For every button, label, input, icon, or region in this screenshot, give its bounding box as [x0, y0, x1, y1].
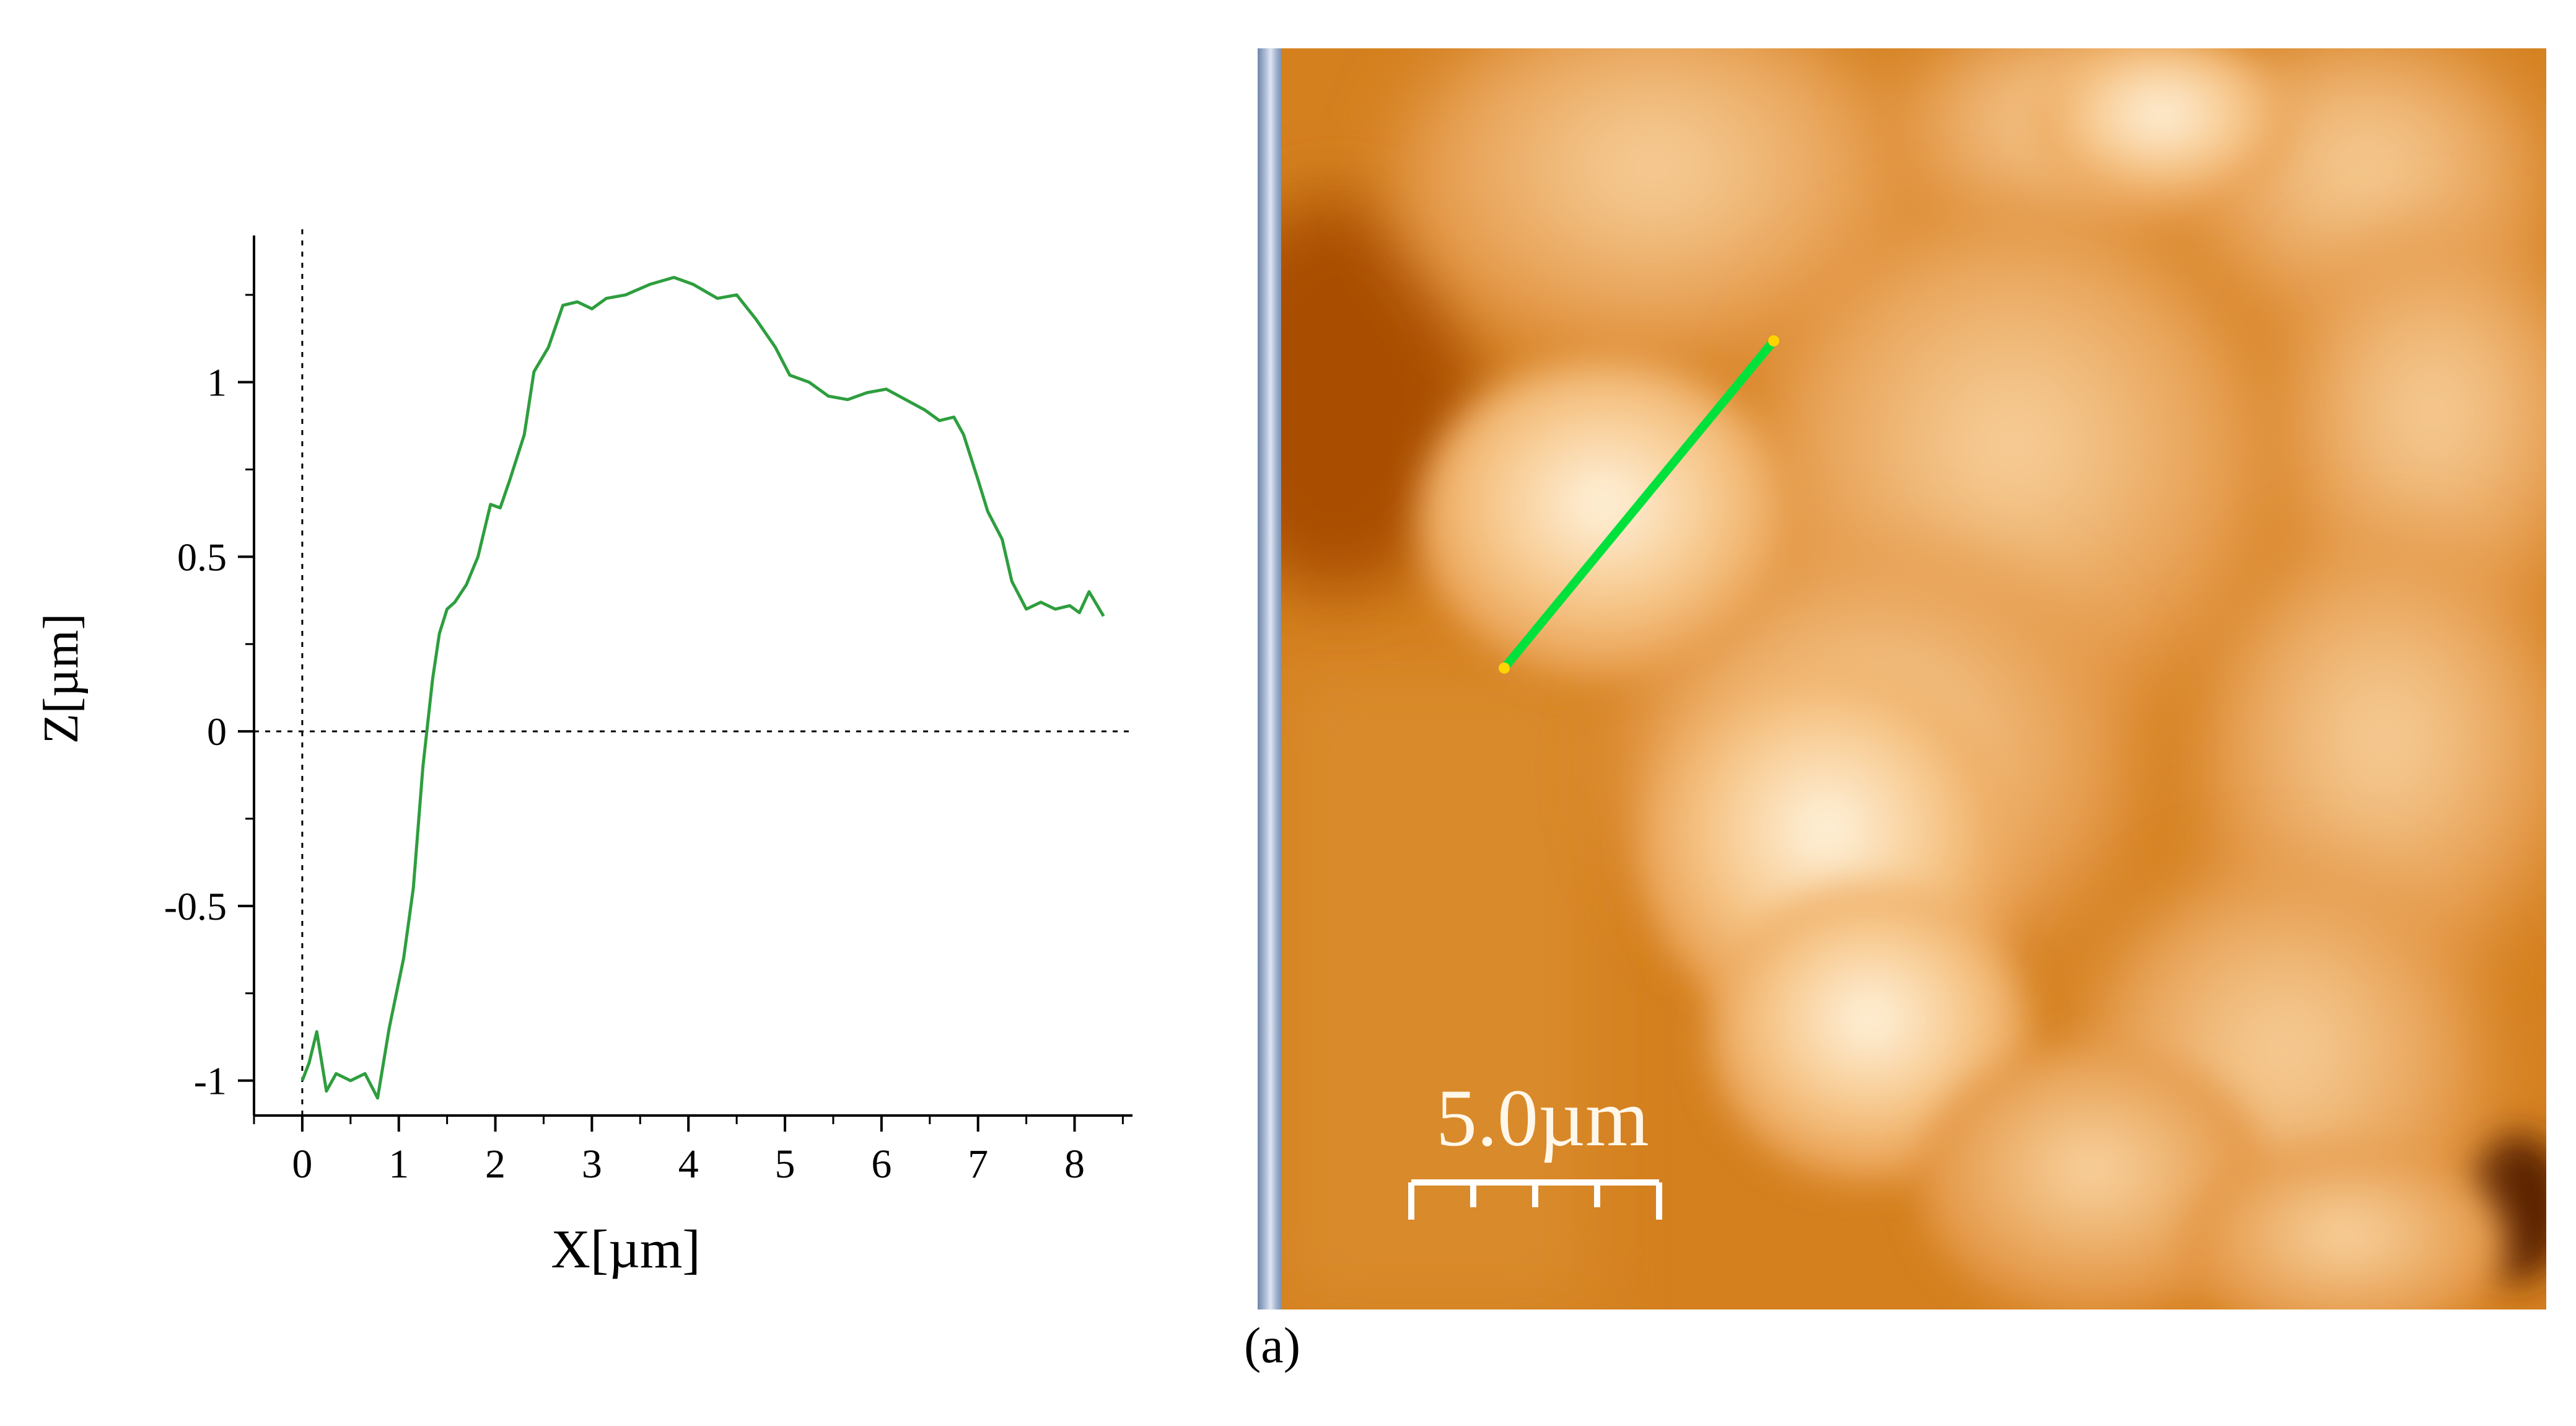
axes — [253, 235, 1132, 1117]
afm-height-image: 5.0µm — [1281, 48, 2546, 1309]
afm-surface-graphic — [1281, 48, 2546, 1309]
x-tick-label: 6 — [871, 1142, 892, 1187]
y-axis-title: Z[µm] — [34, 614, 89, 744]
x-axis-ticks: 0 1 2 3 4 5 6 7 8 — [253, 1116, 1124, 1187]
x-tick-label: 4 — [678, 1142, 699, 1187]
panel-caption: (a) — [1244, 1317, 1301, 1373]
profile-line-end-point — [1768, 335, 1779, 346]
scale-bar — [1408, 1179, 1662, 1220]
reference-lines — [254, 229, 1132, 1116]
x-tick-label: 3 — [582, 1142, 602, 1187]
height-profile-chart: 0 1 2 3 4 5 6 7 8 -1 -0.5 0 0.5 1 X[µm] Z[µm] — [34, 229, 1132, 1280]
x-tick-label: 0 — [292, 1142, 312, 1187]
y-tick-label: 1 — [207, 361, 227, 405]
y-tick-label: 0 — [207, 710, 227, 754]
x-tick-label: 8 — [1064, 1142, 1085, 1187]
y-tick-label: 0.5 — [177, 535, 227, 579]
profile-series-line — [300, 276, 1105, 1100]
y-tick-label: -1 — [194, 1059, 227, 1103]
profile-line — [1500, 337, 1778, 672]
profile-line-start-point — [1499, 662, 1510, 674]
scale-bar-label: 5.0µm — [1436, 1072, 1649, 1163]
x-axis-title: X[µm] — [551, 1220, 700, 1280]
series-layer — [300, 276, 1105, 1100]
window-scrollbar-strip — [1258, 48, 1281, 1309]
y-tick-label: -0.5 — [164, 884, 227, 928]
x-tick-label: 7 — [968, 1142, 988, 1187]
x-tick-label: 5 — [775, 1142, 795, 1187]
x-tick-label: 1 — [388, 1142, 409, 1187]
x-tick-label: 2 — [485, 1142, 506, 1187]
afm-topography-panel: 5.0µm — [1258, 48, 2546, 1309]
y-axis-ticks: -1 -0.5 0 0.5 1 — [164, 294, 254, 1103]
